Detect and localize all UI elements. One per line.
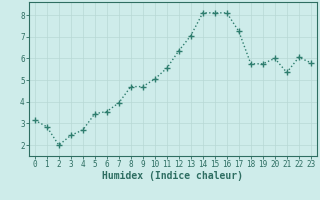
X-axis label: Humidex (Indice chaleur): Humidex (Indice chaleur)	[102, 171, 243, 181]
